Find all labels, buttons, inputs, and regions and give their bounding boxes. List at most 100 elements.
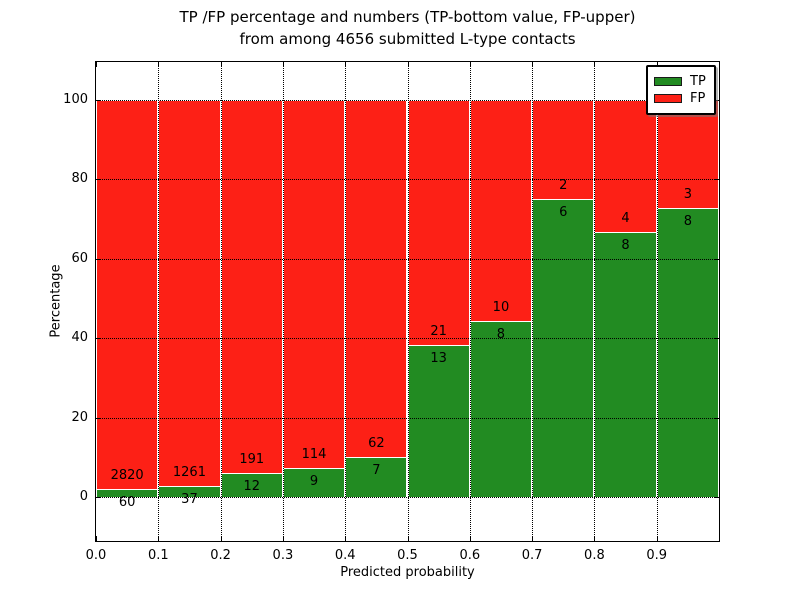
bar-segment-tp [656, 208, 719, 497]
gridline-vertical [220, 62, 222, 541]
x-tick-mark [158, 62, 160, 67]
x-tick-mark [532, 62, 534, 67]
bar-segment-fp [656, 100, 719, 209]
x-tick-label: 0.1 [147, 548, 169, 563]
x-tick-label: 0.8 [584, 548, 605, 563]
bar-segment-tp [282, 467, 346, 497]
x-tick-mark [220, 536, 222, 541]
x-tick-mark [407, 62, 409, 67]
gridline-vertical [594, 62, 596, 541]
y-tick-mark [96, 338, 101, 340]
gridline-vertical [656, 62, 658, 541]
y-tick-label: 100 [63, 92, 88, 108]
bar-segment-tp [96, 488, 159, 497]
y-tick-label: 0 [79, 488, 88, 504]
x-tick-label: 0.6 [459, 548, 481, 563]
x-axis-label: Predicted probability [340, 565, 475, 580]
y-tick-label: 40 [71, 330, 88, 346]
chart-title-line-1: TP /FP percentage and numbers (TP-bottom… [179, 8, 636, 26]
bar-segment-fp [469, 100, 533, 321]
plot-inner: 2820 60 1261 37 191 12 114 9 62 7 21 13 10 8 2 6 4 8 3 8 [96, 62, 719, 541]
x-tick-mark [158, 536, 160, 541]
x-tick-mark [96, 62, 97, 67]
x-tick-mark [220, 62, 222, 67]
bar-count-label-fp: 191 [239, 452, 265, 468]
gridline-vertical [532, 62, 534, 541]
x-tick-label: 0.5 [397, 548, 418, 563]
x-tick-label: 0.3 [272, 548, 294, 563]
gridline-vertical [407, 62, 409, 541]
x-tick-mark [469, 536, 471, 541]
chart-title: TP /FP percentage and numbers (TP-bottom… [96, 6, 719, 50]
bar-count-label-fp: 21 [430, 324, 447, 340]
bar-count-label-tp: 9 [309, 473, 319, 489]
x-tick-mark [532, 536, 534, 541]
y-tick-mark [96, 258, 101, 260]
legend: TP FP [646, 65, 716, 115]
bar-segment-tp [594, 232, 657, 497]
x-tick-label: 0.7 [521, 548, 543, 563]
bar-count-label-fp: 4 [621, 211, 630, 227]
x-tick-mark [656, 536, 658, 541]
y-tick-mark [714, 258, 719, 260]
x-tick-mark [469, 62, 471, 67]
legend-entry-fp: FP [654, 91, 708, 106]
x-tick-mark [656, 62, 658, 67]
bar-count-label-tp: 13 [430, 351, 447, 367]
x-tick-mark [96, 536, 97, 541]
bar-segment-tp [469, 320, 533, 497]
gridline-vertical [345, 62, 347, 541]
bar-count-label-fp: 2820 [110, 467, 144, 483]
bar-count-label-tp: 37 [181, 491, 198, 507]
bar-segment-fp [220, 100, 283, 474]
y-tick-mark [714, 496, 719, 498]
y-tick-mark [714, 100, 719, 102]
x-tick-mark [594, 62, 596, 67]
gridline-vertical [282, 62, 284, 541]
bar-count-label-tp: 60 [118, 494, 136, 510]
y-tick-mark [96, 496, 101, 498]
legend-swatch-tp-icon [654, 77, 682, 86]
legend-entry-tp: TP [654, 74, 708, 89]
y-tick-mark [714, 417, 719, 419]
bar-count-label-tp: 6 [559, 205, 568, 221]
y-tick-mark [96, 100, 101, 102]
bar-count-label-fp: 114 [301, 446, 327, 462]
bar-count-label-fp: 1261 [172, 464, 206, 480]
legend-label-tp: TP [690, 73, 706, 89]
bar-segment-tp [345, 456, 408, 497]
x-tick-label: 0.4 [334, 548, 356, 563]
x-tick-label: 0.2 [210, 548, 231, 563]
x-tick-mark [345, 536, 347, 541]
gridline-vertical [469, 62, 471, 541]
bar-count-label-tp: 8 [683, 214, 692, 230]
y-tick-mark [714, 338, 719, 340]
legend-label-fp: FP [690, 90, 706, 106]
bar-segment-fp [96, 100, 159, 489]
plot-area: 2820 60 1261 37 191 12 114 9 62 7 21 13 10 8 2 6 4 8 3 8 [95, 61, 720, 542]
x-tick-mark [282, 62, 284, 67]
bar-count-label-fp: 2 [559, 178, 568, 194]
y-tick-mark [96, 179, 101, 181]
y-tick-label: 20 [71, 409, 88, 425]
x-tick-mark [282, 536, 284, 541]
bar-count-label-tp: 7 [372, 462, 381, 478]
bar-segment-tp [532, 199, 595, 497]
bar-segment-tp [407, 345, 470, 497]
x-tick-mark [345, 62, 347, 67]
bar-count-label-fp: 62 [368, 435, 385, 451]
x-tick-label: 0.0 [85, 548, 107, 563]
y-tick-label: 80 [71, 171, 88, 187]
x-tick-mark [407, 536, 409, 541]
y-tick-mark [96, 417, 101, 419]
bar-count-label-tp: 12 [243, 479, 261, 495]
x-tick-mark [594, 536, 596, 541]
x-tick-label: 0.9 [646, 548, 668, 563]
bar-segment-fp [407, 100, 470, 346]
legend-swatch-fp-icon [654, 94, 682, 103]
bar-count-label-tp: 8 [621, 238, 630, 254]
gridline-vertical [158, 62, 160, 541]
bar-count-label-fp: 10 [492, 299, 510, 315]
bar-segment-fp [158, 100, 221, 486]
